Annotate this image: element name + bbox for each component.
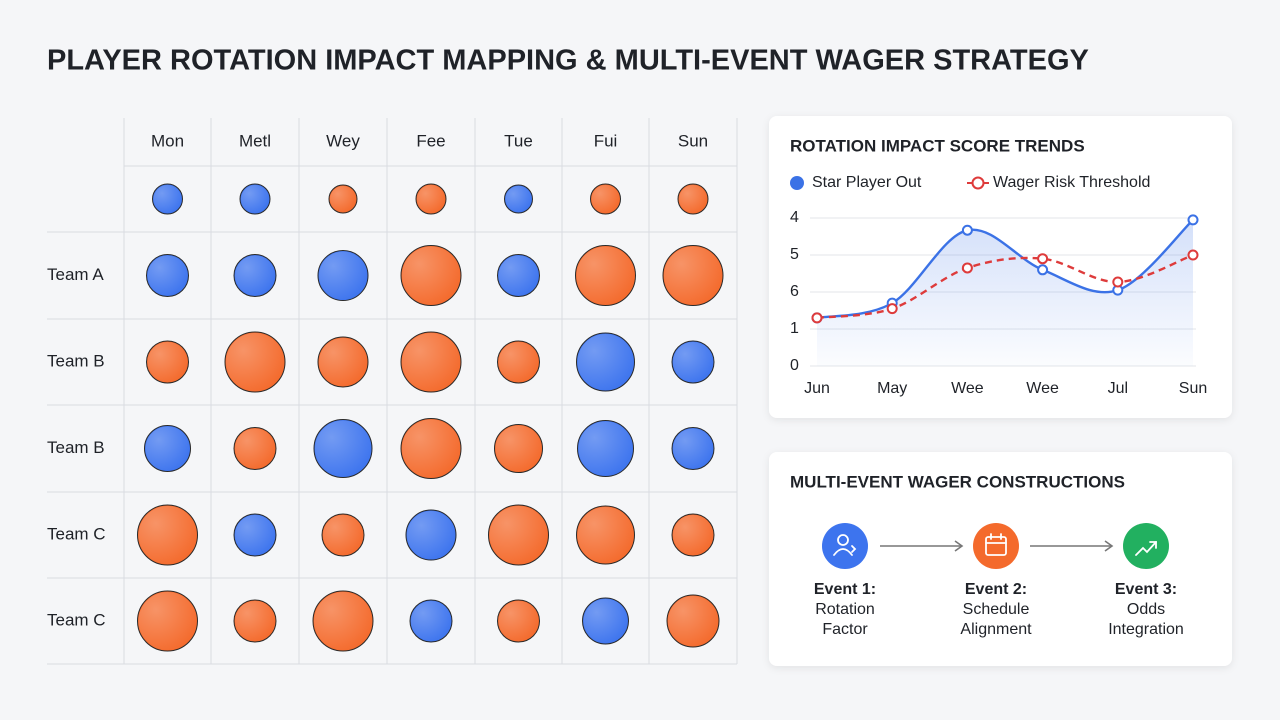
node-label: Event 3: — [1115, 581, 1177, 598]
bubble-shine — [145, 426, 190, 471]
bubble-shine — [402, 246, 460, 305]
point — [1112, 276, 1124, 288]
flow-title: MULTI-EVENT WAGER CONSTRUCTIONS — [790, 472, 1125, 491]
bubble-shine — [330, 186, 356, 212]
bubble-shine — [583, 599, 628, 643]
bubble-shine — [673, 428, 713, 469]
row-label: Team B — [47, 351, 105, 370]
bubble-shine — [498, 255, 539, 296]
x-tick-label: Wee — [951, 380, 984, 397]
column-label: Fui — [594, 131, 618, 150]
bubble-shine — [138, 506, 197, 564]
row-label: Team C — [47, 610, 106, 629]
bubble-shine — [664, 246, 722, 305]
legend-label: Wager Risk Threshold — [993, 174, 1150, 191]
chart-title: ROTATION IMPACT SCORE TRENDS — [790, 136, 1085, 155]
y-tick-label: 6 — [790, 283, 799, 300]
node-description: Schedule — [963, 601, 1030, 618]
node-description: Factor — [822, 621, 868, 638]
bubble-shine — [673, 342, 713, 382]
bubble-shine — [235, 515, 275, 555]
bubble-shine — [235, 601, 275, 641]
point — [886, 303, 898, 315]
y-tick-label: 4 — [790, 209, 799, 226]
point — [811, 312, 823, 324]
column-label: Metl — [239, 131, 271, 150]
bubble-shine — [505, 186, 532, 212]
column-label: Fee — [416, 131, 445, 150]
node-description: Alignment — [960, 621, 1032, 638]
bubble-shine — [315, 420, 371, 477]
legend-swatch — [790, 176, 804, 190]
bubble-shine — [578, 421, 633, 476]
bubble-shine — [147, 342, 188, 382]
bubble-shine — [679, 185, 707, 213]
column-label: Sun — [678, 131, 708, 150]
row-label: Team A — [47, 265, 104, 284]
bubble-shine — [319, 338, 367, 386]
row-label: Team B — [47, 438, 105, 457]
column-label: Mon — [151, 131, 184, 150]
column-label: Tue — [504, 131, 533, 150]
bubble-shine — [489, 506, 548, 564]
column-label: Wey — [326, 131, 360, 150]
flow-arrows — [880, 540, 1114, 552]
legend-swatch — [971, 176, 985, 190]
page-title: PLAYER ROTATION IMPACT MAPPING & MULTI-E… — [47, 45, 1089, 77]
bubble-shine — [323, 515, 363, 555]
node-description: Integration — [1108, 621, 1184, 638]
bubble-shine — [153, 185, 182, 213]
point — [961, 262, 973, 274]
series-area — [817, 219, 1193, 366]
bubble-shine — [576, 246, 635, 305]
y-tick-label: 0 — [790, 357, 799, 374]
x-tick-label: May — [877, 380, 907, 397]
x-tick-label: Wee — [1026, 380, 1059, 397]
node-description: Odds — [1127, 601, 1165, 618]
bubble-shine — [138, 592, 197, 650]
y-tick-label: 1 — [790, 320, 799, 337]
node-label: Event 2: — [965, 581, 1027, 598]
bubble-shine — [402, 333, 460, 391]
bubble-shine — [591, 185, 620, 213]
bubble-shine — [673, 515, 713, 555]
bubble-shine — [417, 185, 445, 213]
flow-icons — [822, 523, 1169, 569]
row-label: Team C — [47, 524, 106, 543]
node-description: Rotation — [815, 601, 875, 618]
bubble-shine — [411, 601, 451, 641]
bubble-shine — [577, 334, 634, 390]
point — [1187, 214, 1199, 226]
bubble-shine — [314, 592, 372, 650]
bubble-shine — [407, 511, 455, 559]
bubble-shine — [319, 251, 367, 300]
bubble-shine — [498, 342, 539, 382]
bubble-shine — [498, 601, 539, 641]
point — [1037, 253, 1049, 265]
point — [1037, 264, 1049, 276]
node-label: Event 1: — [814, 581, 876, 598]
x-tick-label: Jul — [1108, 380, 1128, 397]
bubble-shine — [235, 428, 275, 469]
bubble-shine — [577, 507, 634, 563]
bubble-shine — [147, 255, 188, 296]
x-tick-label: Jun — [804, 380, 830, 397]
legend-label: Star Player Out — [812, 174, 922, 191]
point — [961, 224, 973, 236]
x-tick-label: Sun — [1179, 380, 1207, 397]
bubble-shine — [226, 333, 284, 391]
point — [1187, 249, 1199, 261]
bubble-shine — [402, 419, 460, 478]
y-tick-label: 5 — [790, 246, 799, 263]
bubble-shine — [241, 185, 269, 213]
bubble-shine — [495, 425, 542, 472]
bubble-shine — [235, 255, 275, 296]
bubble-shine — [668, 596, 718, 646]
